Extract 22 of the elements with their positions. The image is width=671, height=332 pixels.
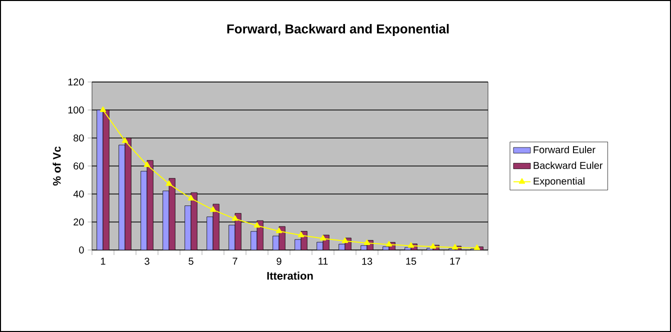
y-tick-label: 20 bbox=[74, 218, 84, 226]
y-tick-label: 80 bbox=[74, 134, 84, 142]
x-tick-label: 3 bbox=[144, 258, 150, 265]
x-tick-label: 7 bbox=[232, 258, 238, 265]
x-axis-title: Itteration bbox=[267, 272, 313, 280]
y-tick-label: 60 bbox=[74, 162, 84, 170]
y-axis-title: % of Vc bbox=[52, 146, 61, 186]
y-tick-label: 0 bbox=[79, 246, 84, 254]
legend-label: Exponential bbox=[534, 177, 584, 187]
x-tick-label: 13 bbox=[362, 258, 372, 265]
x-tick-label: 1 bbox=[100, 258, 106, 265]
x-tick-label: 11 bbox=[318, 258, 328, 265]
x-tick-label: 15 bbox=[406, 258, 416, 265]
x-tick-label: 9 bbox=[276, 258, 282, 265]
y-tick-label: 120 bbox=[68, 78, 84, 86]
y-tick-label: 40 bbox=[73, 190, 84, 198]
legend-label: Backward Euler bbox=[534, 162, 603, 169]
x-tick-label: 5 bbox=[188, 258, 194, 265]
legend-label: Forward Euler bbox=[534, 146, 596, 154]
x-tick-label: 17 bbox=[450, 258, 460, 265]
y-tick-label: 100 bbox=[68, 106, 84, 114]
chart-title: Forward, Backward and Exponential bbox=[227, 24, 449, 36]
